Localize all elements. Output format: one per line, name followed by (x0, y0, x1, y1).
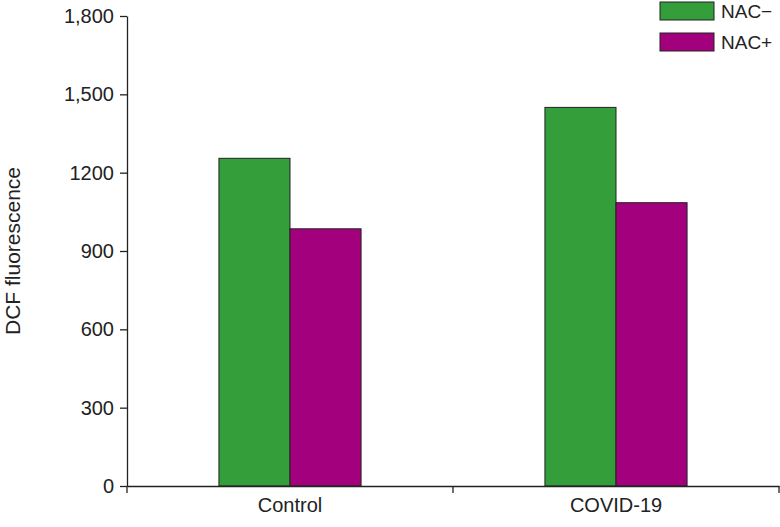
y-axis-title: DCF fluorescence (1, 167, 24, 335)
x-tick: COVID-19 (570, 486, 662, 516)
chart: 0 300 600 900 1200 1,500 1,800 Control COVID-19 D… (0, 0, 780, 527)
x-separator (452, 486, 453, 493)
bar (545, 107, 616, 486)
y-tick-label: 900 (81, 240, 114, 262)
y-tick-mark (120, 173, 127, 174)
y-tick: 1,500 (64, 83, 127, 105)
x-separator (778, 486, 779, 493)
legend-label: NAC− (721, 1, 772, 22)
y-axis: 0 300 600 900 1200 1,500 1,800 (64, 5, 128, 497)
y-tick: 600 (81, 318, 127, 340)
y-tick: 0 (103, 475, 127, 497)
y-tick-mark (120, 16, 127, 17)
legend-swatch (660, 2, 714, 20)
y-tick-mark (120, 251, 127, 252)
plot: 0 300 600 900 1200 1,500 1,800 Control COVID-19 (64, 5, 780, 516)
bar (290, 229, 361, 486)
x-axis: Control COVID-19 (127, 486, 780, 516)
y-tick-label: 1,500 (64, 83, 114, 105)
legend-swatch (660, 33, 714, 51)
legend: NAC− NAC+ (660, 1, 772, 53)
y-tick: 300 (81, 397, 127, 419)
y-tick-mark (120, 408, 127, 409)
y-axis-line (127, 17, 128, 487)
y-tick-label: 1,800 (64, 5, 114, 27)
x-tick-label: Control (258, 494, 322, 516)
bars (219, 107, 687, 486)
y-tick: 1200 (70, 162, 128, 184)
y-tick-label: 0 (103, 475, 114, 497)
y-tick: 1,800 (64, 5, 127, 27)
y-tick-label: 1200 (70, 162, 115, 184)
y-tick-label: 600 (81, 318, 114, 340)
y-tick-label: 300 (81, 397, 114, 419)
y-tick: 900 (81, 240, 127, 262)
y-tick-mark (120, 486, 127, 487)
bar (616, 203, 687, 486)
x-tick-label: COVID-19 (570, 494, 662, 516)
y-tick-mark (120, 329, 127, 330)
bar (219, 158, 290, 486)
x-tick: Control (258, 486, 322, 516)
x-separator (126, 486, 127, 493)
y-tick-mark (120, 94, 127, 95)
legend-label: NAC+ (721, 32, 772, 53)
